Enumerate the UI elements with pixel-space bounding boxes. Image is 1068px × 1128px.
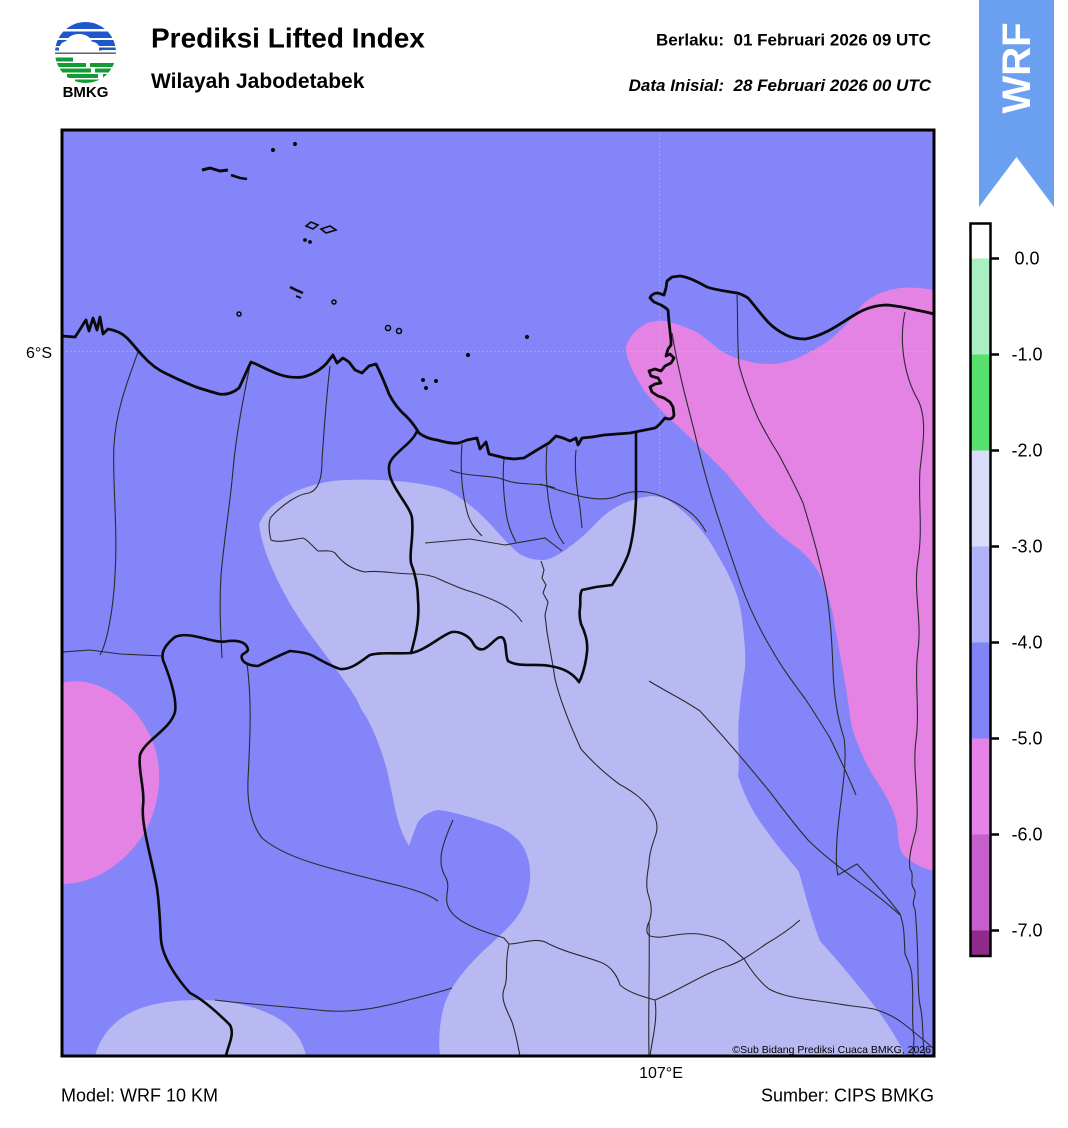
svg-text:WRF: WRF xyxy=(995,22,1039,113)
svg-text:-3.0: -3.0 xyxy=(1011,537,1042,557)
svg-text:6°S: 6°S xyxy=(26,345,52,362)
svg-text:Berlaku: 01 Februari 2026 09: Berlaku: 01 Februari 2026 09 UTC xyxy=(656,31,931,50)
svg-text:BMKG: BMKG xyxy=(63,84,109,101)
svg-text:0.0: 0.0 xyxy=(1014,249,1039,269)
svg-text:-6.0: -6.0 xyxy=(1011,825,1042,845)
svg-text:-4.0: -4.0 xyxy=(1011,633,1042,653)
svg-text:-7.0: -7.0 xyxy=(1011,921,1042,941)
svg-text:-1.0: -1.0 xyxy=(1011,345,1042,365)
svg-text:©Sub Bidang Prediksi Cuaca BMK: ©Sub Bidang Prediksi Cuaca BMKG, 2026 xyxy=(732,1044,931,1056)
svg-text:Prediksi Lifted Index: Prediksi Lifted Index xyxy=(151,23,425,54)
svg-text:107°E: 107°E xyxy=(639,1065,683,1082)
svg-text:Sumber: CIPS BMKG: Sumber: CIPS BMKG xyxy=(761,1086,934,1106)
svg-text:-5.0: -5.0 xyxy=(1011,729,1042,749)
svg-text:Model: WRF 10 KM: Model: WRF 10 KM xyxy=(61,1086,218,1106)
svg-text:-2.0: -2.0 xyxy=(1011,441,1042,461)
svg-text:Wilayah Jabodetabek: Wilayah Jabodetabek xyxy=(151,70,365,93)
svg-text:Data Inisial: 28 Februari 202: Data Inisial: 28 Februari 2026 00 UTC xyxy=(629,76,932,95)
